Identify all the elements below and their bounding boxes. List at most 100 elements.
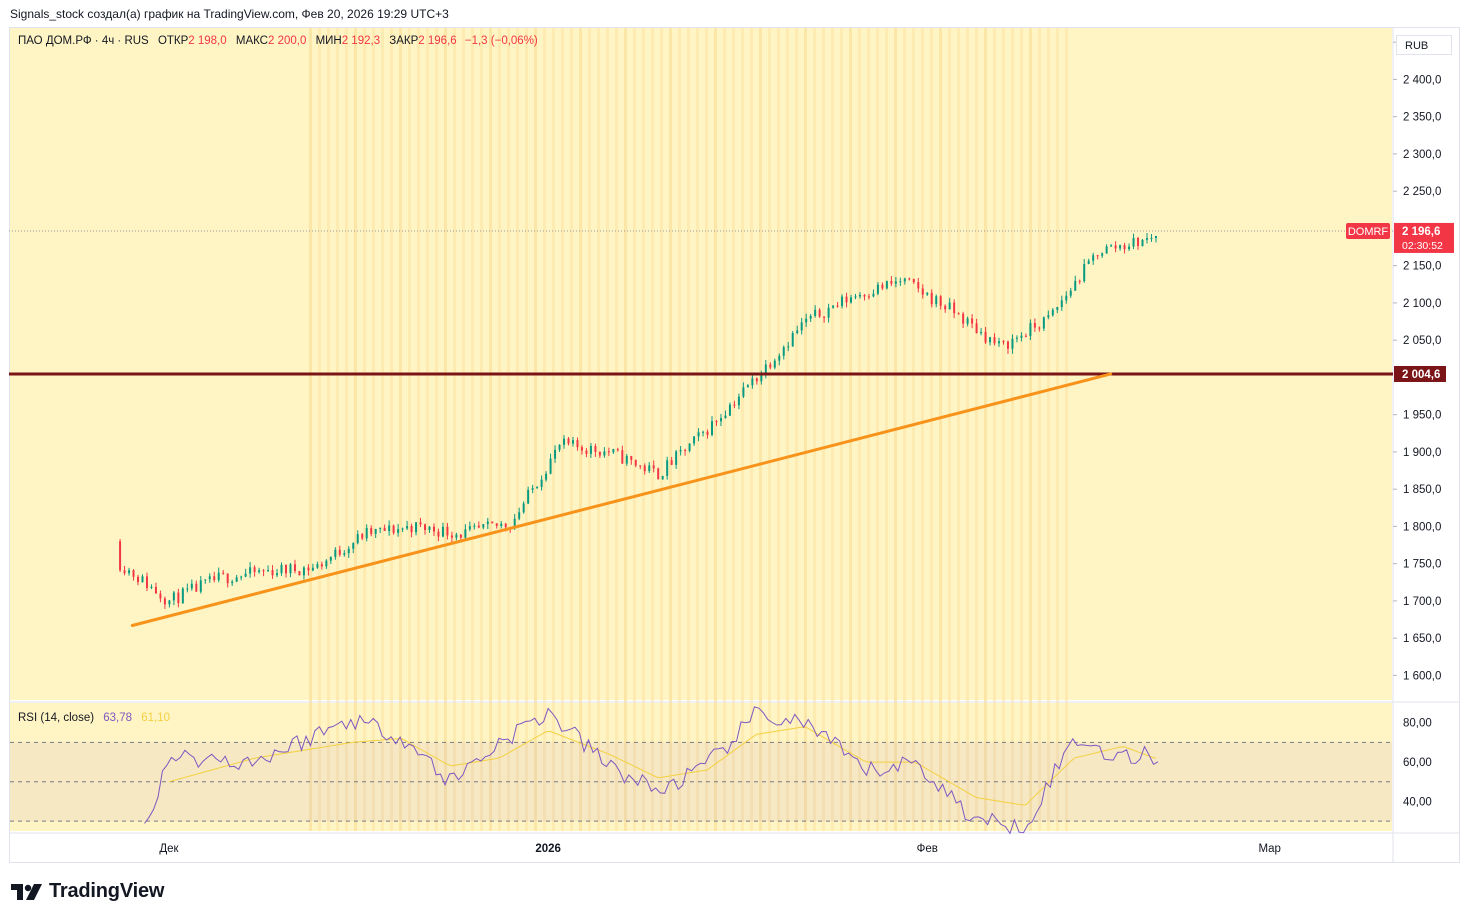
candle-body bbox=[845, 296, 848, 303]
candle-body bbox=[634, 459, 637, 466]
candle-body bbox=[253, 567, 256, 573]
time-axis-label: Мар bbox=[1258, 843, 1281, 855]
candle-body bbox=[163, 598, 166, 605]
candle-body bbox=[410, 526, 413, 533]
session-stripe bbox=[759, 28, 762, 831]
candle-body bbox=[495, 523, 498, 526]
candle-body bbox=[302, 567, 305, 576]
candle-body bbox=[598, 451, 601, 456]
last-price-tag-value: 2 196,6 bbox=[1402, 226, 1440, 238]
candle-body bbox=[594, 445, 597, 452]
session-stripe bbox=[318, 28, 321, 831]
rsi-axis-label: 40,00 bbox=[1403, 796, 1432, 808]
candle-body bbox=[1110, 245, 1113, 247]
brand-name: TradingView bbox=[49, 880, 165, 902]
candle-body bbox=[1065, 295, 1068, 301]
candle-body bbox=[679, 450, 682, 452]
candle-body bbox=[719, 418, 722, 422]
rsi-line bbox=[144, 706, 1159, 835]
close-label: ЗАКР bbox=[389, 35, 419, 47]
candle-body bbox=[298, 571, 301, 576]
candle-body bbox=[912, 279, 915, 283]
candle-body bbox=[648, 465, 651, 472]
candle-body bbox=[379, 527, 382, 529]
symbol-name[interactable]: ПАО ДОМ.РФ · 4ч · RUS bbox=[18, 35, 149, 47]
session-stripe bbox=[336, 28, 339, 831]
candle-body bbox=[450, 535, 453, 538]
tradingview-logo[interactable]: TradingView bbox=[11, 880, 164, 903]
price-axis-label: 1 950,0 bbox=[1403, 410, 1441, 422]
price-pane-background bbox=[10, 28, 1392, 700]
candle-body bbox=[751, 378, 754, 386]
candle-body bbox=[504, 523, 507, 528]
candle-body bbox=[652, 465, 655, 469]
last-price-tag-timer: 02:30:52 bbox=[1402, 240, 1443, 252]
candle-body bbox=[172, 592, 175, 601]
candle-body bbox=[1101, 253, 1104, 256]
candle-body bbox=[446, 526, 449, 536]
candle-body bbox=[208, 576, 211, 580]
candle-body bbox=[903, 278, 906, 282]
rsi-axis-label: 80,00 bbox=[1403, 718, 1432, 730]
candle-body bbox=[1105, 246, 1108, 254]
candle-body bbox=[890, 280, 893, 284]
candle-body bbox=[343, 553, 346, 555]
session-stripe bbox=[435, 28, 438, 831]
session-stripe bbox=[552, 28, 555, 831]
candle-body bbox=[491, 521, 494, 524]
currency-selector[interactable]: RUB bbox=[1396, 35, 1452, 55]
candle-body bbox=[186, 588, 189, 590]
session-stripe bbox=[453, 28, 456, 831]
candle-body bbox=[401, 528, 404, 530]
time-axis-label: 2026 bbox=[535, 843, 561, 855]
candle-body bbox=[199, 580, 202, 592]
candle-body bbox=[823, 316, 826, 318]
candle-body bbox=[213, 576, 216, 581]
candle-body bbox=[329, 556, 332, 561]
session-stripe bbox=[723, 28, 726, 831]
candle-body bbox=[226, 573, 229, 584]
candle-body bbox=[1078, 280, 1081, 282]
candle-body bbox=[948, 302, 951, 310]
candle-body bbox=[885, 280, 888, 289]
candle-body bbox=[589, 445, 592, 454]
candle-body bbox=[894, 281, 897, 284]
candle-body bbox=[235, 577, 238, 582]
session-stripe bbox=[948, 28, 951, 831]
rsi-legend: RSI (14, close) 63,78 61,10 bbox=[18, 712, 170, 724]
candle-body bbox=[1029, 323, 1032, 336]
session-stripe bbox=[993, 28, 996, 831]
candle-body bbox=[195, 583, 198, 592]
rsi-title[interactable]: RSI (14, close) bbox=[18, 712, 95, 724]
candle-body bbox=[715, 421, 718, 423]
chart-credit: Signals_stock создал(а) график на Tradin… bbox=[10, 7, 449, 21]
candle-body bbox=[388, 525, 391, 532]
trendline bbox=[130, 372, 1113, 627]
candle-body bbox=[603, 451, 606, 456]
candle-body bbox=[706, 431, 709, 435]
price-axis-label: 1 900,0 bbox=[1403, 447, 1441, 459]
candle-body bbox=[419, 522, 422, 525]
chart-canvas[interactable]: 1 600,0 1 650,0 1 700,0 1 750,0 1 800,0 1 850… bbox=[9, 27, 1460, 863]
candle-body bbox=[567, 438, 570, 444]
candle-body bbox=[1060, 300, 1063, 308]
candle-body bbox=[684, 450, 687, 452]
candle-body bbox=[661, 475, 664, 480]
session-stripe bbox=[543, 28, 546, 831]
candle-body bbox=[370, 527, 373, 534]
candle-body bbox=[437, 531, 440, 537]
candle-body bbox=[128, 570, 131, 574]
session-stripe bbox=[399, 28, 402, 831]
candle-body bbox=[141, 576, 144, 583]
candle-body bbox=[276, 573, 279, 576]
candle-body bbox=[432, 526, 435, 532]
price-axis-label: 2 350,0 bbox=[1403, 112, 1441, 124]
candle-body bbox=[383, 527, 386, 532]
session-stripe bbox=[813, 28, 816, 831]
candle-body bbox=[872, 293, 875, 297]
candle-body bbox=[975, 323, 978, 334]
candle-body bbox=[1011, 338, 1014, 349]
session-stripe bbox=[1065, 28, 1068, 831]
session-stripe bbox=[768, 28, 771, 831]
candle-body bbox=[962, 313, 965, 324]
